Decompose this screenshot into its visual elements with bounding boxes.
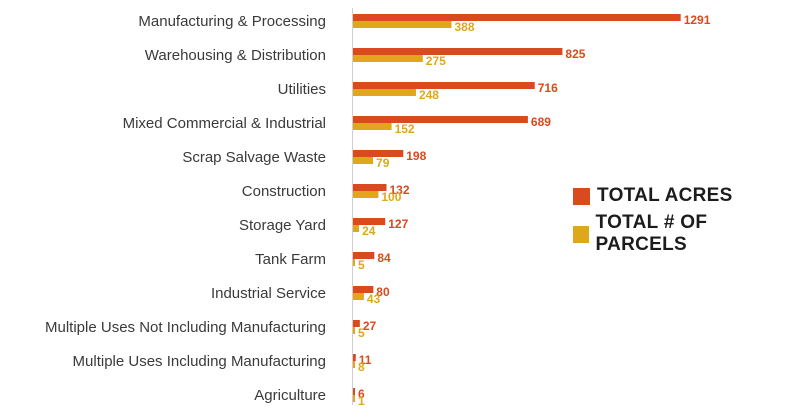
value-label-parcels-tank-farm: 5 (358, 258, 365, 272)
value-label-acres-utilities: 716 (538, 81, 558, 95)
value-label-parcels-storage-yard: 24 (362, 224, 376, 238)
bar-acres-scrap-salvage-waste (353, 150, 404, 157)
category-label-warehousing-distribution: Warehousing & Distribution (145, 47, 326, 64)
bar-parcels-scrap-salvage-waste (353, 157, 374, 164)
legend-swatch-total-parcels (573, 225, 589, 243)
legend-swatch-total-acres (573, 187, 590, 205)
bar-parcels-manufacturing-processing (353, 21, 452, 28)
legend-label-total-acres: TOTAL ACRES (597, 185, 733, 206)
bar-parcels-agriculture (353, 395, 355, 402)
value-label-parcels-mixed-commercial-industrial: 152 (395, 122, 415, 136)
bar-acres-construction (353, 184, 387, 191)
value-label-acres-tank-farm: 84 (377, 251, 391, 265)
value-label-parcels-multiple-uses-including-manufacturing: 8 (358, 360, 365, 374)
value-label-acres-storage-yard: 127 (388, 217, 408, 231)
value-label-acres-warehousing-distribution: 825 (565, 47, 585, 61)
category-label-scrap-salvage-waste: Scrap Salvage Waste (182, 149, 326, 166)
value-label-parcels-utilities: 248 (419, 88, 439, 102)
value-label-acres-industrial-service: 80 (376, 285, 390, 299)
bar-acres-industrial-service (353, 286, 374, 293)
value-label-acres-mixed-commercial-industrial: 689 (531, 115, 551, 129)
bar-acres-mixed-commercial-industrial (353, 116, 528, 123)
category-label-tank-farm: Tank Farm (255, 251, 326, 268)
bar-acres-storage-yard (353, 218, 386, 225)
bar-acres-tank-farm (353, 252, 375, 259)
value-label-acres-scrap-salvage-waste: 198 (406, 149, 426, 163)
value-label-parcels-multiple-uses-not-including-manufacturing: 5 (358, 326, 365, 340)
bar-parcels-utilities (353, 89, 416, 96)
category-label-multiple-uses-not-including-manufacturing: Multiple Uses Not Including Manufacturin… (45, 319, 326, 336)
category-label-multiple-uses-including-manufacturing: Multiple Uses Including Manufacturing (73, 353, 326, 370)
bar-parcels-industrial-service (353, 293, 364, 300)
value-label-acres-multiple-uses-not-including-manufacturing: 27 (363, 319, 377, 333)
bar-parcels-multiple-uses-including-manufacturing (353, 361, 356, 368)
category-label-agriculture: Agriculture (254, 387, 326, 404)
value-label-parcels-industrial-service: 43 (367, 292, 381, 306)
legend-item-total-parcels: TOTAL # OF PARCELS (573, 212, 786, 255)
bar-acres-manufacturing-processing (353, 14, 681, 21)
value-label-acres-multiple-uses-including-manufacturing: 11 (359, 353, 372, 367)
value-label-parcels-warehousing-distribution: 275 (426, 54, 446, 68)
category-label-mixed-commercial-industrial: Mixed Commercial & Industrial (123, 115, 326, 132)
bar-parcels-construction (353, 191, 379, 198)
bar-parcels-mixed-commercial-industrial (353, 123, 392, 130)
value-label-parcels-scrap-salvage-waste: 79 (376, 156, 390, 170)
bar-parcels-multiple-uses-not-including-manufacturing (353, 327, 355, 334)
value-label-acres-manufacturing-processing: 1291 (684, 13, 711, 27)
value-label-acres-agriculture: 6 (358, 387, 365, 401)
value-label-parcels-construction: 100 (381, 190, 401, 204)
category-label-manufacturing-processing: Manufacturing & Processing (138, 13, 326, 30)
legend-item-total-acres: TOTAL ACRES (573, 184, 786, 208)
bar-parcels-storage-yard (353, 225, 360, 232)
category-label-construction: Construction (242, 183, 326, 200)
bar-acres-multiple-uses-not-including-manufacturing (353, 320, 360, 327)
value-label-acres-construction: 132 (390, 183, 410, 197)
bar-parcels-tank-farm (353, 259, 355, 266)
value-label-parcels-manufacturing-processing: 388 (454, 20, 474, 34)
legend-label-total-parcels: TOTAL # OF PARCELS (595, 212, 708, 255)
bar-acres-multiple-uses-including-manufacturing (353, 354, 356, 361)
category-label-storage-yard: Storage Yard (239, 217, 326, 234)
category-label-industrial-service: Industrial Service (211, 285, 326, 302)
category-label-utilities: Utilities (278, 81, 326, 98)
bar-acres-utilities (353, 82, 535, 89)
legend: TOTAL ACRES TOTAL # OF PARCELS (573, 184, 786, 260)
bar-parcels-warehousing-distribution (353, 55, 423, 62)
bar-acres-warehousing-distribution (353, 48, 563, 55)
value-label-parcels-agriculture: 1 (358, 394, 365, 408)
bar-acres-agriculture (353, 388, 355, 395)
